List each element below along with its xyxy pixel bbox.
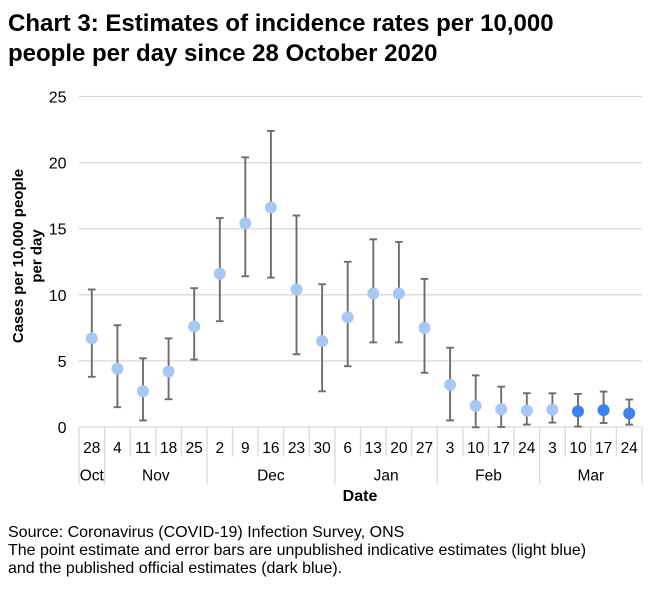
svg-text:15: 15 (49, 222, 67, 239)
svg-text:24: 24 (621, 440, 639, 457)
svg-text:10: 10 (569, 440, 587, 457)
svg-text:per day: per day (29, 229, 46, 283)
svg-text:9: 9 (241, 440, 250, 457)
svg-text:11: 11 (135, 440, 151, 457)
svg-text:Dec: Dec (257, 468, 285, 485)
svg-text:13: 13 (365, 440, 382, 457)
svg-text:27: 27 (416, 440, 433, 457)
svg-text:Date: Date (343, 488, 378, 505)
svg-text:Jan: Jan (374, 468, 399, 485)
svg-text:Oct: Oct (80, 468, 105, 485)
svg-text:5: 5 (58, 354, 67, 371)
svg-text:30: 30 (313, 440, 331, 457)
svg-text:18: 18 (160, 440, 177, 457)
svg-text:28: 28 (83, 440, 100, 457)
svg-text:20: 20 (390, 440, 408, 457)
svg-text:10: 10 (467, 440, 485, 457)
svg-text:24: 24 (518, 440, 536, 457)
svg-text:23: 23 (288, 440, 305, 457)
svg-text:Cases per 10,000 people: Cases per 10,000 people (10, 169, 27, 343)
svg-text:20: 20 (49, 156, 67, 173)
svg-text:25: 25 (186, 440, 203, 457)
svg-text:2: 2 (215, 440, 224, 457)
svg-text:3: 3 (446, 440, 455, 457)
svg-text:4: 4 (113, 440, 122, 457)
svg-text:0: 0 (58, 420, 67, 437)
svg-text:6: 6 (343, 440, 352, 457)
svg-text:10: 10 (49, 288, 67, 305)
svg-text:Mar: Mar (577, 468, 604, 485)
svg-text:Feb: Feb (475, 468, 502, 485)
svg-text:3: 3 (548, 440, 557, 457)
svg-text:Nov: Nov (142, 468, 170, 485)
svg-text:17: 17 (493, 440, 510, 457)
svg-text:16: 16 (262, 440, 279, 457)
svg-text:17: 17 (595, 440, 612, 457)
svg-text:25: 25 (49, 90, 67, 107)
